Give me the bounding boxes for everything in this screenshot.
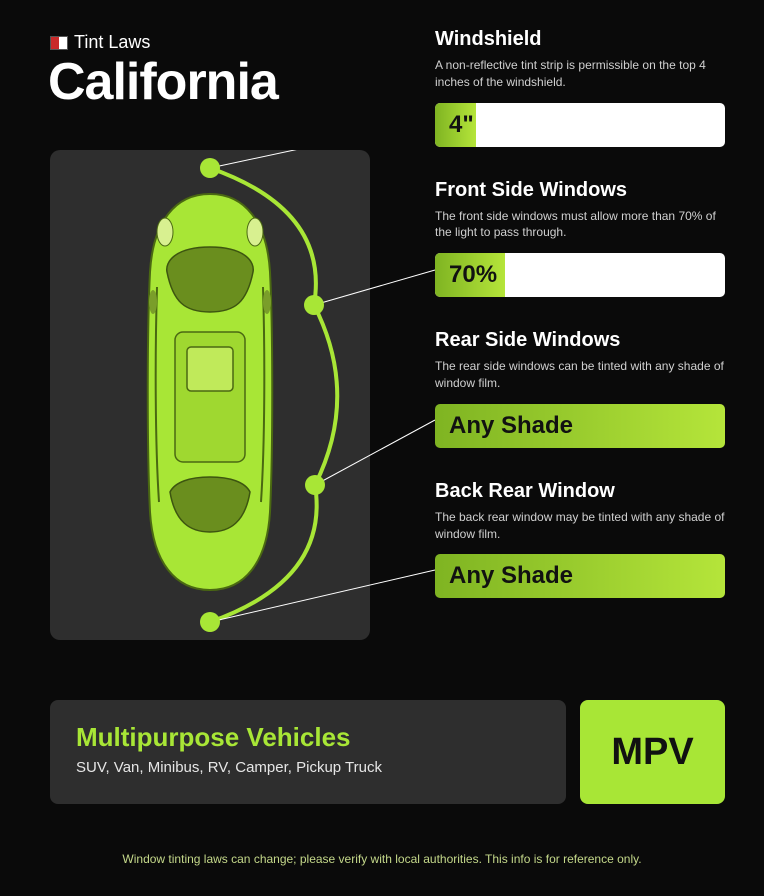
value-bar: 70% bbox=[435, 253, 725, 297]
state-title: California bbox=[48, 52, 278, 112]
value-bar: Any Shade bbox=[435, 554, 725, 598]
brand-text: Tint Laws bbox=[74, 32, 150, 53]
brand-logo: Tint Laws bbox=[50, 32, 150, 53]
value-bar: Any Shade bbox=[435, 404, 725, 448]
disclaimer: Window tinting laws can change; please v… bbox=[0, 852, 764, 866]
value-bar: 4" bbox=[435, 103, 725, 147]
section-title: Back Rear Window bbox=[435, 480, 725, 503]
car-illustration bbox=[135, 192, 285, 592]
section-desc: The back rear window may be tinted with … bbox=[435, 509, 725, 543]
section-2: Rear Side Windows The rear side windows c… bbox=[435, 329, 725, 448]
sections: Windshield A non-reflective tint strip is… bbox=[435, 28, 725, 630]
section-1: Front Side Windows The front side windows… bbox=[435, 179, 725, 298]
brand-icon bbox=[50, 36, 68, 50]
vehicle-class-badge: MPV bbox=[580, 700, 725, 804]
vehicle-class-title: Multipurpose Vehicles bbox=[76, 722, 540, 753]
vehicle-class-subtitle: SUV, Van, Minibus, RV, Camper, Pickup Tr… bbox=[76, 759, 540, 776]
car-panel bbox=[50, 150, 370, 640]
bar-label: Any Shade bbox=[435, 562, 573, 590]
section-title: Front Side Windows bbox=[435, 179, 725, 202]
bar-label: Any Shade bbox=[435, 412, 573, 440]
section-3: Back Rear Window The back rear window may… bbox=[435, 480, 725, 599]
bar-label: 70% bbox=[435, 261, 497, 289]
vehicle-class-card: Multipurpose Vehicles SUV, Van, Minibus,… bbox=[50, 700, 566, 804]
section-title: Windshield bbox=[435, 28, 725, 51]
section-0: Windshield A non-reflective tint strip is… bbox=[435, 28, 725, 147]
bar-label: 4" bbox=[435, 111, 474, 139]
section-desc: A non-reflective tint strip is permissib… bbox=[435, 57, 725, 91]
section-title: Rear Side Windows bbox=[435, 329, 725, 352]
section-desc: The rear side windows can be tinted with… bbox=[435, 358, 725, 392]
section-desc: The front side windows must allow more t… bbox=[435, 208, 725, 242]
